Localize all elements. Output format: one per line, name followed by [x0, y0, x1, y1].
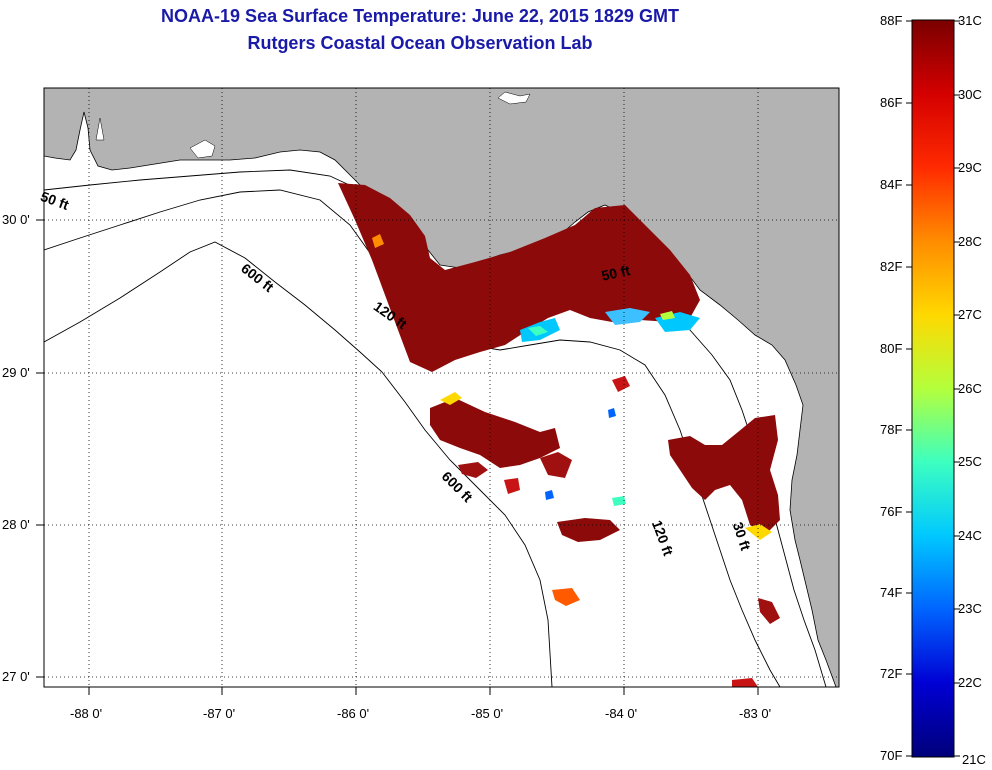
colorbar [911, 19, 955, 758]
chart-title: NOAA-19 Sea Surface Temperature: June 22… [161, 6, 679, 26]
sst-data [338, 183, 780, 687]
colorbar-c-label: 21C [962, 752, 986, 767]
lon-label: -85 0' [471, 706, 504, 721]
colorbar-c-label: 28C [958, 234, 982, 249]
colorbar-c-label: 23C [958, 601, 982, 616]
colorbar-f-label: 86F [880, 95, 903, 110]
lat-label: 29 0' [2, 365, 30, 380]
chart-subtitle: Rutgers Coastal Ocean Observation Lab [247, 33, 593, 53]
colorbar-c-label: 22C [958, 675, 982, 690]
colorbar-c-label: 24C [958, 528, 982, 543]
lon-label: -83 0' [739, 706, 772, 721]
colorbar-c-label: 25C [958, 454, 982, 469]
lon-label: -88 0' [70, 706, 103, 721]
lat-label: 27 0' [2, 669, 30, 684]
lat-label: 30 0' [2, 212, 30, 227]
colorbar-c-label: 29C [958, 160, 982, 175]
colorbar-f-label: 76F [880, 504, 903, 519]
colorbar-f-label: 74F [880, 585, 903, 600]
colorbar-c-label: 31C [958, 13, 982, 28]
colorbar-f-label: 80F [880, 341, 903, 356]
colorbar-c-label: 27C [958, 307, 982, 322]
lon-label: -87 0' [203, 706, 236, 721]
colorbar-f-label: 82F [880, 259, 903, 274]
colorbar-f-label: 72F [880, 666, 903, 681]
map-border [43, 87, 840, 688]
colorbar-f-label: 70F [880, 748, 903, 763]
grid-lines [44, 88, 839, 687]
lat-label: 28 0' [2, 517, 30, 532]
colorbar-f-label: 78F [880, 422, 903, 437]
lon-label: -86 0' [337, 706, 370, 721]
colorbar-f-label: 84F [880, 177, 903, 192]
lon-label: -84 0' [605, 706, 638, 721]
colorbar-c-label: 30C [958, 87, 982, 102]
colorbar-f-label: 88F [880, 13, 903, 28]
colorbar-c-label: 26C [958, 381, 982, 396]
